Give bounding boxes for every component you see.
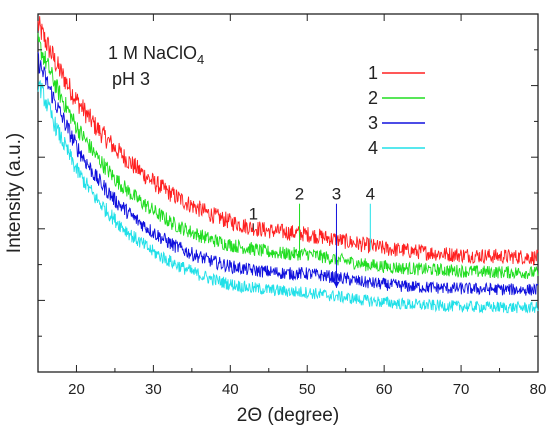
marker-label-1: 1: [249, 204, 258, 223]
legend-label-3: 3: [368, 113, 378, 133]
legend-label-1: 1: [368, 63, 378, 83]
legend: 1 2 3 4: [368, 63, 425, 158]
series-line-4: [37, 80, 539, 314]
series-line-1: [37, 16, 539, 266]
x-tick-label-40: 40: [222, 381, 239, 398]
y-axis-label: Intensity (a.u.): [4, 133, 25, 253]
marker-label-4: 4: [366, 185, 375, 204]
x-tick-label-30: 30: [145, 381, 162, 398]
series-line-2: [37, 32, 539, 280]
x-axis-label: 2Θ (degree): [237, 405, 339, 426]
annotation-line-1: 1 M NaClO4: [108, 43, 204, 67]
x-tick-label-20: 20: [68, 381, 85, 398]
marker-arrow-3: [333, 281, 340, 288]
series-line-3: [37, 51, 539, 296]
x-tick-label-80: 80: [530, 381, 547, 398]
y-axis-ticks: [38, 13, 538, 373]
annotation-line-2: pH 3: [112, 69, 150, 89]
legend-label-4: 4: [368, 138, 378, 158]
x-tick-label-70: 70: [453, 381, 470, 398]
marker-group: 1 2 3 4: [249, 185, 375, 288]
marker-label-2: 2: [295, 185, 304, 204]
legend-label-2: 2: [368, 88, 378, 108]
x-tick-label-60: 60: [376, 381, 393, 398]
marker-label-3: 3: [332, 185, 341, 204]
x-tick-label-50: 50: [299, 381, 316, 398]
series-group: [37, 16, 539, 314]
x-axis-ticks: 20 30 40 50 60 70 80: [37, 14, 547, 398]
